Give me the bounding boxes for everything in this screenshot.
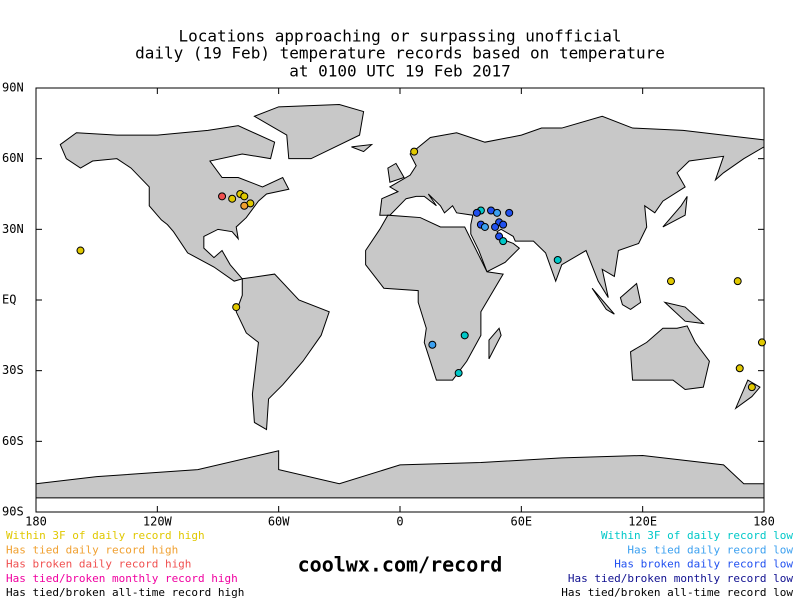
land (35, 103, 765, 499)
legend-entry: Has tied/broken monthly record high (6, 572, 238, 585)
y-tick-label: 30N (2, 222, 24, 236)
legend-entry: Has tied/broken all-time record low (561, 586, 793, 599)
record-point (428, 340, 437, 349)
record-point (757, 338, 766, 347)
record-point (410, 147, 419, 156)
record-point (232, 303, 241, 312)
record-point (472, 208, 481, 217)
landmass (235, 273, 330, 431)
record-point (735, 364, 744, 373)
landmass (387, 162, 405, 183)
landmass (663, 301, 705, 325)
y-tick-label: 90S (2, 505, 24, 519)
title-line: Locations approaching or surpassing unof… (178, 27, 621, 46)
site-label: coolwx.com/record (298, 553, 503, 577)
record-point (460, 331, 469, 340)
legend-entry: Has tied daily record high (6, 543, 178, 556)
landmass (619, 282, 642, 311)
landmass (662, 196, 688, 228)
record-point (480, 222, 489, 231)
landmass (379, 115, 765, 298)
y-tick-label: 60S (2, 434, 24, 448)
record-point (553, 255, 562, 264)
record-point (666, 277, 675, 286)
legend-entry: Within 3F of daily record low (601, 529, 793, 542)
landmass (488, 327, 502, 360)
y-tick-label: 60N (2, 151, 24, 165)
record-point (218, 192, 227, 201)
legend-entry: Within 3F of daily record high (6, 529, 205, 542)
record-point (493, 208, 502, 217)
legend-entry: Has broken daily record low (614, 558, 793, 571)
record-point (454, 369, 463, 378)
landmass (59, 125, 290, 282)
x-tick-label: 120E (628, 515, 657, 529)
legend-entry: Has tied/broken monthly record low (568, 572, 794, 585)
record-point (76, 246, 85, 255)
title-line: daily (19 Feb) temperature records based… (135, 44, 665, 63)
record-point (747, 383, 756, 392)
record-point (240, 192, 249, 201)
legend-entry: Has broken daily record high (6, 558, 191, 571)
y-tick-label: 90N (2, 81, 24, 95)
landmass (365, 214, 504, 381)
x-tick-label: 0 (396, 515, 403, 529)
x-tick-label: 60W (268, 515, 290, 529)
landmass (351, 143, 374, 153)
x-tick-label: 120W (143, 515, 173, 529)
record-point (240, 201, 249, 210)
title-line: at 0100 UTC 19 Feb 2017 (289, 62, 511, 81)
record-point (499, 220, 508, 229)
landmass (253, 103, 365, 160)
landmass (630, 325, 710, 391)
record-point (499, 237, 508, 246)
record-point (505, 208, 514, 217)
x-tick-label: 60E (510, 515, 532, 529)
record-point (733, 277, 742, 286)
landmass (591, 287, 615, 315)
record-point (228, 194, 237, 203)
legend-entry: Has tied daily record low (627, 543, 793, 556)
x-tick-label: 180 (25, 515, 47, 529)
y-tick-label: 30S (2, 363, 24, 377)
x-tick-label: 180 (753, 515, 775, 529)
legend-entry: Has tied/broken all-time record high (6, 586, 244, 599)
y-tick-label: EQ (2, 293, 16, 307)
record-point (491, 222, 500, 231)
